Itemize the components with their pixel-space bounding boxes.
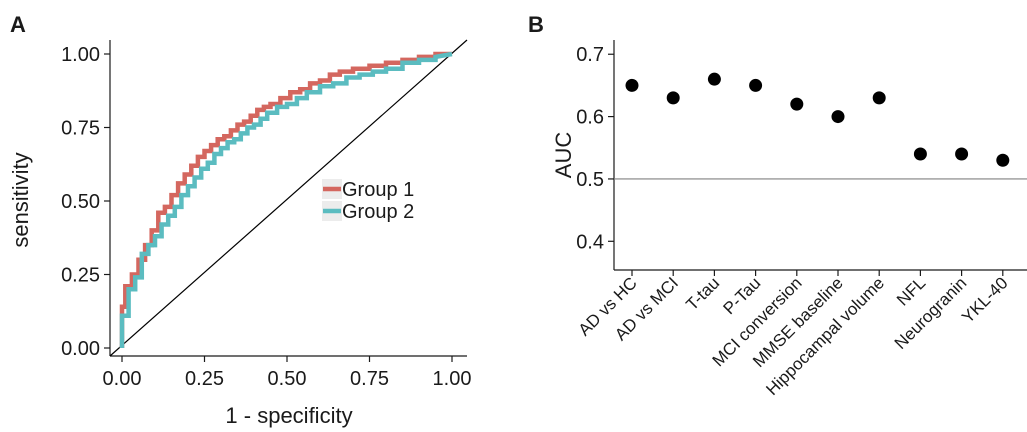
auc-x-tick-label: NFL [893,273,929,309]
roc-x-tick-label: 0.50 [268,368,307,390]
roc-panel: A 0.00 0.25 0.50 0.75 1.00 0.00 0.25 0.50 0.75 1… [8,12,471,428]
auc-y-axis-title: AUC [551,132,576,179]
auc-point [790,97,804,111]
legend-label-1: Group 1 [342,179,414,201]
roc-y-axis-title: sensitivity [8,152,33,247]
auc-y-ticks: 0.4 0.5 0.6 0.7 [576,44,614,253]
auc-point [996,153,1010,167]
roc-reference-diagonal [109,39,468,357]
roc-x-tick-label: 0.75 [350,368,389,390]
panel-b-tag: B [528,12,544,37]
roc-x-axis-title: 1 - specificity [225,403,352,428]
auc-point [955,147,969,161]
auc-points [625,72,1010,167]
roc-y-tick-label: 0.50 [61,191,100,213]
roc-x-tick-label: 0.25 [185,368,224,390]
auc-x-tick-label: YKL-40 [958,273,1012,327]
auc-point [707,72,721,86]
roc-series-line-1 [119,51,452,348]
auc-point [749,78,763,92]
roc-y-tick-label: 0.25 [61,265,100,287]
auc-y-tick-label: 0.5 [576,169,604,191]
roc-series-line-2 [119,51,453,348]
auc-point [625,78,639,92]
auc-point [831,110,845,124]
roc-x-tick-label: 0.00 [103,368,142,390]
roc-y-ticks: 0.00 0.25 0.50 0.75 1.00 [61,44,110,360]
roc-series-group [119,51,453,348]
auc-point [872,91,886,105]
legend-label-2: Group 2 [342,201,414,223]
roc-y-tick-label: 1.00 [61,44,100,66]
panel-a-tag: A [10,12,26,37]
auc-point [666,91,680,105]
auc-y-tick-label: 0.7 [576,44,604,66]
roc-x-ticks: 0.00 0.25 0.50 0.75 1.00 [103,356,472,390]
auc-y-tick-label: 0.4 [576,231,604,253]
auc-x-tick-label: T-tau [682,273,723,314]
roc-y-tick-label: 0.75 [61,118,100,140]
roc-y-tick-label: 0.00 [61,338,100,360]
auc-point [913,147,927,161]
roc-x-tick-label: 1.00 [433,368,472,390]
auc-y-tick-label: 0.6 [576,107,604,129]
